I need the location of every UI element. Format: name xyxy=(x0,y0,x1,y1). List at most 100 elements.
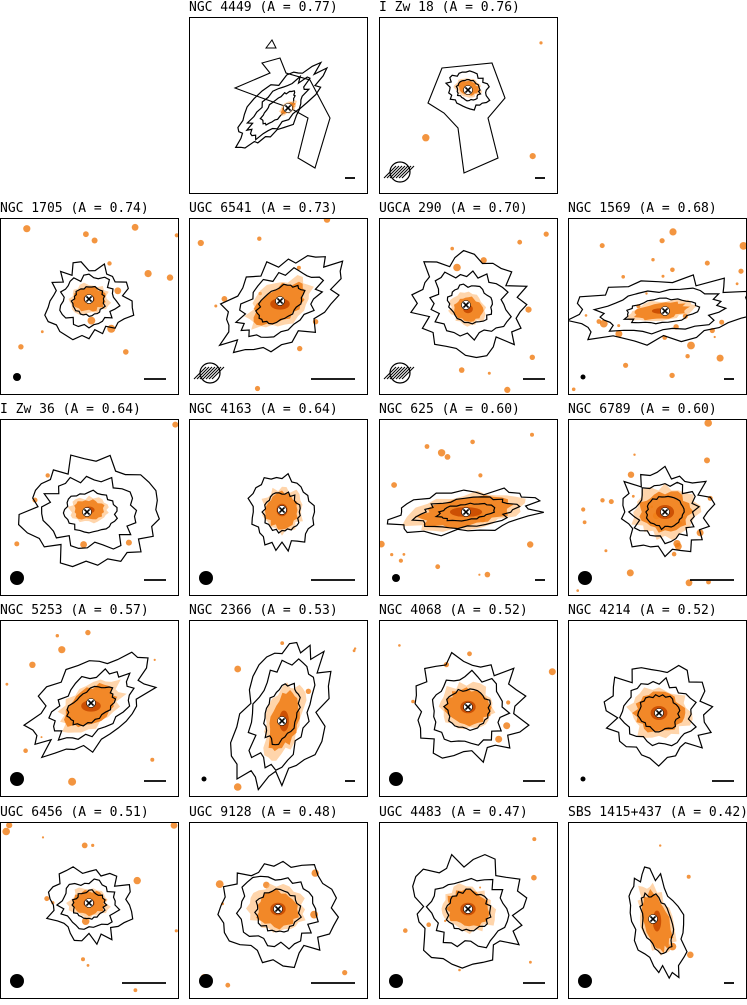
contour-line xyxy=(59,273,121,329)
panel-image xyxy=(189,620,368,797)
contour-line xyxy=(45,866,134,946)
beam-hatch xyxy=(401,366,415,380)
cross-marker-icon xyxy=(86,698,96,708)
star xyxy=(503,722,511,730)
cross-marker-icon xyxy=(463,85,473,95)
beam-ellipse-icon xyxy=(383,362,415,384)
beam-fill xyxy=(199,974,213,988)
cross-marker-icon xyxy=(463,702,473,712)
beam-hatch xyxy=(199,366,213,380)
beam-fill xyxy=(201,776,207,782)
panel-title: NGC 5253 (A = 0.57) xyxy=(0,603,149,618)
contour-line xyxy=(261,491,301,534)
star xyxy=(704,457,710,464)
contour-line xyxy=(603,664,714,767)
panel-ngc5253: NGC 5253 (A = 0.57) xyxy=(0,603,179,797)
galaxy-map xyxy=(201,641,357,791)
panel-image xyxy=(379,17,558,194)
panel-ngc4068: NGC 4068 (A = 0.52) xyxy=(379,603,558,797)
contour-line xyxy=(434,502,496,522)
panel-image xyxy=(379,620,558,797)
star xyxy=(669,228,677,236)
contour-line xyxy=(425,877,510,949)
beam-hatch xyxy=(193,366,207,380)
star xyxy=(584,314,588,317)
galaxy-map xyxy=(389,837,545,988)
contour-group xyxy=(569,274,746,346)
beam-fill xyxy=(389,772,403,786)
panel-image xyxy=(568,419,747,596)
beam-ellipse-icon xyxy=(383,161,415,183)
star xyxy=(197,239,204,247)
panel-image xyxy=(0,620,179,797)
star xyxy=(548,668,556,676)
star xyxy=(685,354,690,359)
star xyxy=(133,988,138,993)
star xyxy=(444,454,451,460)
star xyxy=(215,880,224,888)
beam-hatch xyxy=(392,366,406,380)
beam-hatch xyxy=(398,366,412,380)
panel-ugca290: UGCA 290 (A = 0.70) xyxy=(379,201,558,395)
star xyxy=(342,970,348,976)
star xyxy=(661,274,665,278)
star xyxy=(480,257,487,264)
star xyxy=(55,634,59,638)
panel-title: SBS 1415+437 (A = 0.42) xyxy=(568,805,747,820)
beam-ellipse-icon xyxy=(199,974,213,988)
contour-line xyxy=(265,39,277,49)
galaxy-map xyxy=(569,228,746,392)
panel-title: NGC 625 (A = 0.60) xyxy=(379,402,520,417)
cross-marker-icon xyxy=(84,294,94,304)
panel-izw18: I Zw 18 (A = 0.76) xyxy=(379,0,558,194)
star xyxy=(40,330,44,334)
star xyxy=(495,735,503,743)
star xyxy=(23,225,31,233)
contour-line xyxy=(70,285,107,318)
star xyxy=(645,292,648,295)
contour-group xyxy=(603,664,714,767)
contour-line xyxy=(569,274,746,346)
star xyxy=(2,827,11,836)
galaxy-map xyxy=(193,219,355,392)
panel-image xyxy=(189,822,368,999)
panel-image xyxy=(379,419,558,596)
contour-line xyxy=(229,641,332,791)
star xyxy=(687,951,694,959)
beam-fill xyxy=(10,772,24,786)
contour-line xyxy=(444,70,491,111)
contour-line xyxy=(592,287,728,335)
contour-group xyxy=(386,487,544,537)
star xyxy=(685,579,693,587)
star xyxy=(437,449,446,457)
star xyxy=(599,319,608,328)
beam-ellipse-icon xyxy=(199,571,213,585)
beam-ellipse-icon xyxy=(580,776,586,782)
star xyxy=(40,736,43,739)
star xyxy=(719,319,725,325)
cross-marker-icon xyxy=(463,904,473,914)
star xyxy=(525,306,532,313)
star xyxy=(615,330,623,338)
contour-group xyxy=(620,465,716,558)
star xyxy=(704,260,710,266)
star xyxy=(86,964,90,967)
contour-line xyxy=(628,866,688,980)
panel-ngc2366: NGC 2366 (A = 0.53) xyxy=(189,603,368,797)
star xyxy=(391,482,397,488)
star xyxy=(543,231,549,237)
star xyxy=(735,282,739,286)
cross-marker-lines xyxy=(87,699,95,707)
star xyxy=(621,275,625,279)
star xyxy=(581,507,586,512)
star xyxy=(532,837,537,842)
contour-group xyxy=(247,472,316,553)
star xyxy=(305,688,312,694)
galaxy-map xyxy=(576,420,734,592)
star xyxy=(131,223,139,231)
star xyxy=(738,268,744,274)
star xyxy=(426,922,431,927)
contour-line xyxy=(245,74,311,141)
panel-ugc4483: UGC 4483 (A = 0.47) xyxy=(379,805,558,999)
cross-marker-lines xyxy=(661,508,669,516)
